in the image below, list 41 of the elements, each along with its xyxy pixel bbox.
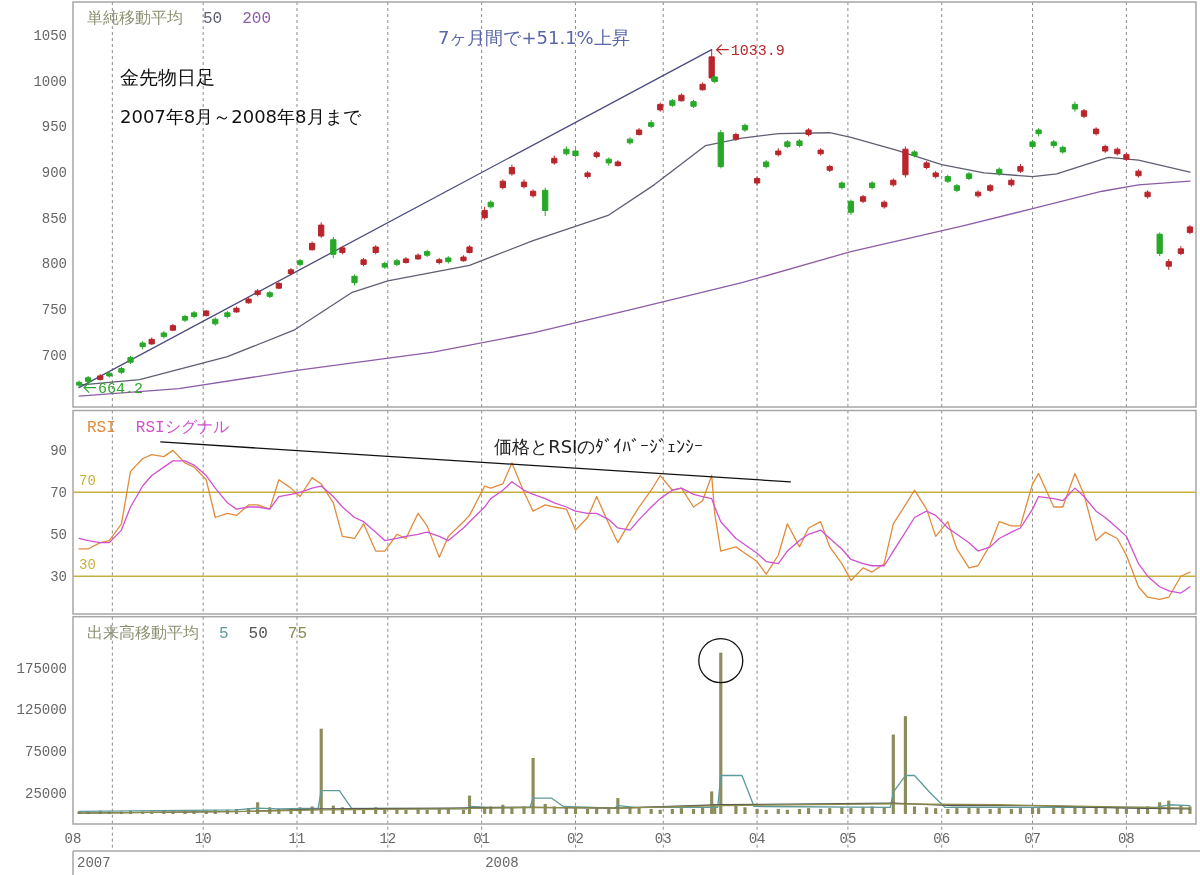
x-tick-label: 05 [839, 831, 857, 847]
y-tick-label: 175000 [16, 660, 67, 677]
x-tick-label: 08 [64, 831, 82, 847]
y-tick-label: 90 [50, 443, 67, 460]
y-tick-label: 125000 [16, 702, 67, 719]
y-tick-label: 50 [50, 527, 67, 544]
y-tick-label: 950 [41, 119, 67, 136]
y-tick-label: 750 [41, 302, 67, 319]
y-tick-label: 900 [41, 165, 67, 182]
x-tick-label: 11 [288, 831, 306, 847]
x-tick-label: 02 [567, 831, 584, 847]
y-tick-label: 25000 [24, 786, 67, 803]
text: 2007 [77, 854, 111, 871]
legend: RSI RSIシグナル [87, 418, 229, 437]
x-tick-label: 12 [379, 831, 397, 847]
ref-line-label: 70 [79, 473, 96, 490]
annotation: 664.2 [98, 380, 144, 398]
text: 2007年8月～2008年8月まで [120, 106, 362, 127]
y-tick-label: 700 [41, 347, 67, 364]
y-tick-label: 70 [50, 485, 67, 502]
annotation: 7ヶ月間で+51.1%上昇 [437, 27, 630, 48]
y-tick-label: 1050 [33, 27, 67, 44]
y-tick-label: 75000 [24, 744, 67, 761]
annotation: 価格とRSIのﾀﾞｲﾊﾞｰｼﾞｪﾝｼｰ [494, 435, 704, 457]
x-tick-label: 04 [748, 831, 766, 847]
y-tick-label: 800 [41, 256, 67, 273]
text: 金先物日足 [120, 66, 215, 88]
x-tick-label: 08 [1117, 831, 1135, 847]
x-tick-label: 06 [933, 831, 951, 847]
annotation: 1033.9 [730, 42, 785, 60]
y-tick-label: 30 [50, 569, 67, 586]
x-tick-label: 10 [194, 831, 212, 847]
legend: 出来高移動平均 5 50 75 [87, 624, 307, 643]
y-tick-label: 850 [41, 210, 67, 227]
legend: 単純移動平均 50 200 [87, 10, 271, 28]
x-tick-label: 07 [1024, 831, 1041, 847]
x-tick-label: 03 [654, 831, 672, 847]
text: 2008 [485, 854, 519, 871]
ref-line-label: 30 [79, 557, 96, 574]
y-tick-label: 1000 [33, 73, 67, 90]
x-tick-label: 01 [473, 831, 491, 847]
